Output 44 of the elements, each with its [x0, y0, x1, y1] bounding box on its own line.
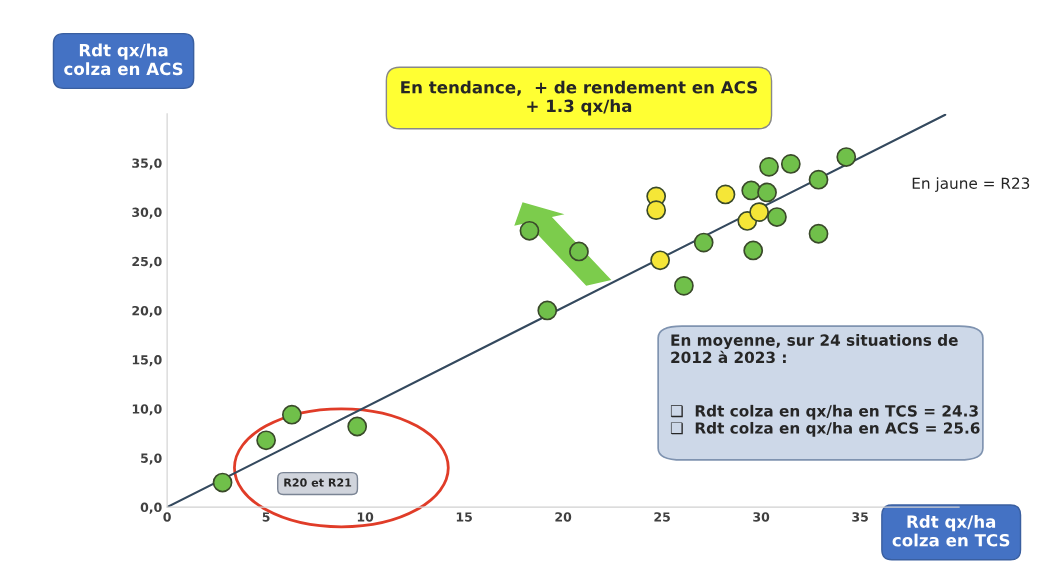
point — [780, 154, 801, 174]
point — [715, 184, 736, 205]
point — [767, 207, 787, 227]
y-tick-label: 30,0 — [132, 207, 162, 219]
x-tick-label: 15 — [456, 512, 472, 522]
y-tick-label: 15,0 — [132, 355, 162, 367]
annotation: ❑ Rdt colza en qx/ha en TCS = 24.3 ❑ Rdt colza en qx/ha en ACS = 25.6 — [670, 404, 980, 437]
point — [836, 147, 857, 167]
x-tick-label: 20 — [555, 512, 572, 522]
annotation: En moyenne, sur 24 situations de 2012 à 2023 : — [671, 334, 958, 364]
y-tick-label: 20,0 — [132, 305, 162, 317]
y-tick-label: 0,0 — [140, 502, 162, 514]
point — [519, 220, 540, 241]
y-tick-label: 5,0 — [141, 453, 162, 465]
point — [650, 250, 671, 271]
point — [743, 240, 764, 261]
x-tick-label: 30 — [753, 512, 770, 522]
point — [537, 300, 558, 321]
point — [808, 223, 829, 244]
point — [808, 169, 829, 190]
x-axis-title: Rdt qx/ha colza en TCS — [892, 515, 1010, 547]
y-tick-label: 25,0 — [132, 256, 162, 268]
point — [749, 202, 770, 222]
annotation: En jaune = R23 — [912, 177, 1030, 192]
point — [569, 241, 589, 262]
point — [281, 404, 302, 425]
point — [693, 232, 714, 253]
y-axis-title: Rdt qx/ha colza en ACS — [64, 43, 183, 76]
annotation: R20 et R21 — [284, 478, 352, 487]
x-tick-label: 5 — [262, 512, 270, 522]
point — [347, 416, 368, 437]
x-tick-label: 35 — [852, 512, 868, 522]
y-tick-label: 35,0 — [132, 158, 162, 170]
x-tick-label: 25 — [654, 512, 670, 522]
point — [256, 430, 277, 451]
point — [674, 275, 694, 296]
point — [212, 472, 233, 493]
annotation: En tendance, + de rendement en ACS + 1.3 qx/ha — [401, 80, 757, 116]
x-tick-label: 10 — [357, 512, 374, 522]
point — [646, 200, 667, 221]
point — [759, 156, 779, 177]
x-tick-label: 0 — [163, 512, 171, 522]
y-tick-label: 10,0 — [132, 404, 162, 416]
point — [757, 182, 777, 203]
